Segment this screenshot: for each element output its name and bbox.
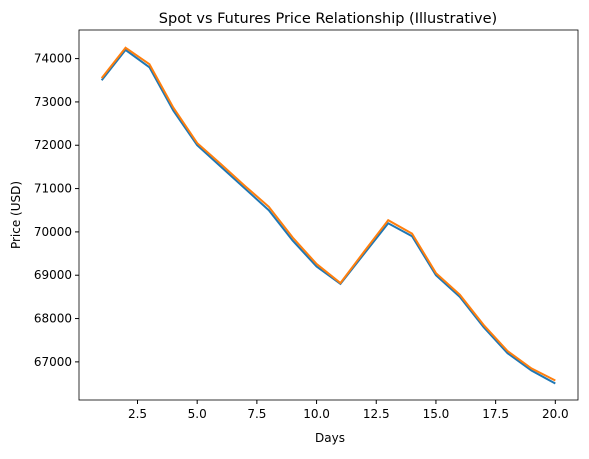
y-tick-label: 70000: [34, 225, 72, 239]
x-tick-label: 5.0: [188, 407, 207, 421]
y-tick-label: 67000: [34, 355, 72, 369]
chart-title: Spot vs Futures Price Relationship (Illu…: [159, 11, 497, 27]
series-line: [100, 48, 556, 385]
series-line: [100, 46, 556, 382]
y-tick-label: 74000: [34, 52, 72, 66]
x-tick-label: 17.5: [482, 407, 509, 421]
y-tick-label: 71000: [34, 182, 72, 196]
y-axis-label: Price (USD): [9, 181, 23, 249]
y-tick-label: 69000: [34, 268, 72, 282]
x-tick-label: 7.5: [247, 407, 266, 421]
x-tick-label: 10.0: [303, 407, 330, 421]
y-tick-label: 73000: [34, 95, 72, 109]
plot-frame: [78, 29, 579, 401]
x-axis-label: Days: [315, 431, 345, 445]
x-tick-label: 15.0: [423, 407, 450, 421]
y-tick-label: 72000: [34, 138, 72, 152]
y-tick-label: 68000: [34, 312, 72, 326]
x-tick-label: 20.0: [542, 407, 569, 421]
x-tick-label: 2.5: [128, 407, 147, 421]
x-tick-label: 12.5: [363, 407, 390, 421]
